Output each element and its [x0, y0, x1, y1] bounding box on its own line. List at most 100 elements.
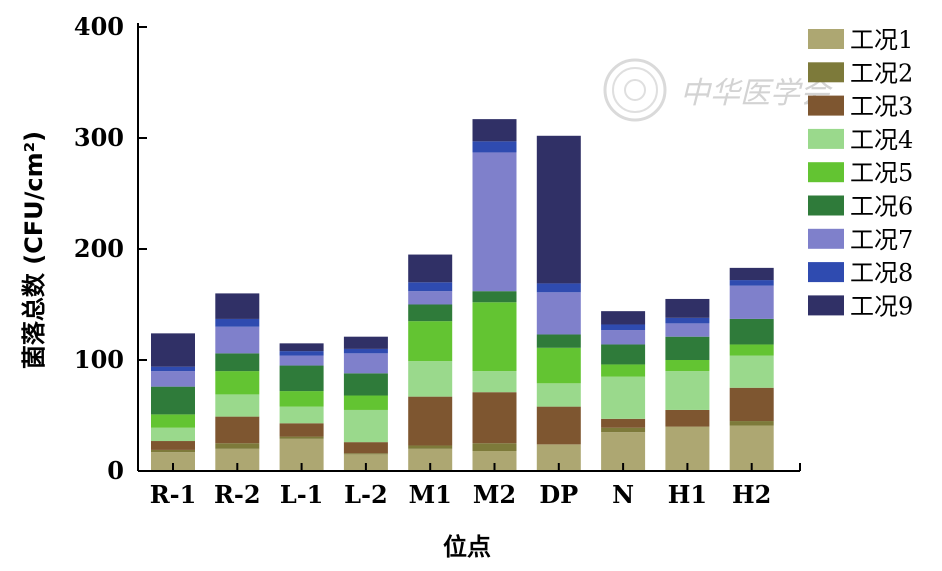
- x-tick-label: R-2: [214, 480, 261, 509]
- bar-segment-H1-工况9: [665, 298, 710, 318]
- legend-swatch: [808, 95, 844, 116]
- bar-segment-H2-工况8: [729, 280, 774, 286]
- bar-segment-R-2-工况1: [215, 448, 260, 471]
- bar-segment-N-工况8: [601, 324, 646, 331]
- bar-segment-R-1-工况1: [151, 452, 195, 471]
- bar-segment-R-2-工况5: [215, 371, 260, 395]
- bar-segment-M1-工况7: [408, 291, 453, 305]
- bar-segment-M1-工况9: [408, 254, 453, 283]
- bar-segment-M2-工况9: [472, 119, 517, 142]
- y-axis-title: 菌落总数 (CFU/cm²): [20, 131, 48, 369]
- bar-segment-M2-工况5: [472, 302, 517, 372]
- legend-label: 工况8: [850, 259, 913, 287]
- bar-segment-L-1-工况7: [279, 355, 324, 366]
- bar-segment-N-工况3: [601, 418, 646, 428]
- bar-segment-H2-工况3: [729, 387, 774, 422]
- bar-segment-R-1-工况5: [151, 414, 195, 428]
- bar-segment-L-2-工况9: [343, 336, 388, 349]
- bar-segment-R-2-工况4: [215, 394, 260, 417]
- bar-segment-M1-工况5: [408, 321, 453, 362]
- bar-segment-R-1-工况6: [151, 386, 195, 415]
- bar-segment-H2-工况2: [729, 421, 774, 426]
- bar-segment-L-1-工况3: [279, 423, 324, 437]
- bar-segment-L-1-工况9: [279, 343, 324, 352]
- bar-segment-R-2-工况2: [215, 443, 260, 449]
- bar-segment-R-2-工况3: [215, 416, 260, 444]
- bar-segment-DP-工况7: [536, 292, 581, 335]
- bar-segment-R-1-工况2: [151, 449, 195, 453]
- legend-swatch: [808, 162, 844, 183]
- bar-segment-L-2-工况3: [343, 442, 388, 454]
- bar-segment-R-1-工况8: [151, 366, 195, 372]
- bar-segment-DP-工况4: [536, 383, 581, 407]
- bar-segment-M2-工况2: [472, 443, 517, 452]
- bar-segment-R-1-工况3: [151, 441, 195, 450]
- bar-segment-H2-工况5: [729, 344, 774, 356]
- bar-segment-DP-工况8: [536, 283, 581, 293]
- bar-segment-L-2-工况7: [343, 353, 388, 374]
- bar-segment-H2-工况7: [729, 285, 774, 319]
- y-tick-label: 100: [74, 345, 124, 374]
- legend-label: 工况2: [850, 59, 913, 87]
- bar-segment-R-2-工况7: [215, 326, 260, 354]
- legend-label: 工况4: [850, 126, 913, 154]
- bar-segment-R-2-工况9: [215, 293, 260, 319]
- bar-segment-L-1-工况6: [279, 365, 324, 392]
- x-axis-title: 位点: [443, 533, 491, 561]
- bar-segment-M2-工况6: [472, 291, 517, 303]
- bar-segment-L-1-工况2: [279, 436, 324, 439]
- bar-segment-R-2-工况6: [215, 353, 260, 372]
- bar-segment-M2-工况7: [472, 152, 517, 292]
- bar-segment-N-工况2: [601, 427, 646, 433]
- legend-swatch: [808, 295, 844, 316]
- bar-segment-H1-工况5: [665, 360, 710, 372]
- bar-segment-L-1-工况5: [279, 391, 324, 407]
- legend: 工况1 工况2 工况3 工况4 工况5 工况6 工况7 工况8 工况9: [808, 26, 913, 320]
- bar-segment-H2-工况4: [729, 355, 774, 388]
- legend-swatch: [808, 128, 844, 149]
- bar-segment-L-2-工况1: [343, 454, 388, 471]
- bar-segment-N-工况5: [601, 364, 646, 377]
- bar-segment-N-工况4: [601, 376, 646, 419]
- legend-swatch: [808, 262, 844, 283]
- bar-segment-M2-工况1: [472, 451, 517, 471]
- legend-label: 工况1: [850, 26, 913, 54]
- bar-segment-L-2-工况4: [343, 409, 388, 443]
- bar-segment-DP-工况6: [536, 334, 581, 348]
- legend-label: 工况9: [850, 292, 913, 320]
- legend-label: 工况5: [850, 159, 913, 187]
- bar-segment-L-1-工况8: [279, 351, 324, 356]
- y-tick-label: 0: [107, 456, 124, 485]
- x-tick-label: H1: [668, 480, 707, 509]
- bar-segment-H1-工况3: [665, 409, 710, 427]
- bar-segment-R-2-工况8: [215, 318, 260, 327]
- legend-label: 工况3: [850, 93, 913, 121]
- bar-segment-R-1-工况9: [151, 333, 195, 367]
- bar-segment-H2-工况9: [729, 267, 774, 281]
- x-tick-label: L-1: [280, 480, 324, 509]
- bar-segment-L-1-工况4: [279, 406, 324, 424]
- bar-segment-M1-工况8: [408, 282, 453, 292]
- legend-label: 工况6: [850, 193, 913, 221]
- bars: [151, 119, 774, 471]
- legend-swatch: [808, 29, 844, 49]
- bar-segment-DP-工况5: [536, 347, 581, 384]
- watermark-text: 中华医学会: [680, 76, 833, 111]
- bar-segment-H1-工况8: [665, 317, 710, 324]
- bar-segment-L-2-工况6: [343, 373, 388, 396]
- x-tick-label: M2: [473, 480, 516, 509]
- x-tick-label: H2: [732, 480, 771, 509]
- bar-segment-H1-工况4: [665, 371, 710, 410]
- bar-segment-R-1-工况7: [151, 371, 195, 387]
- bar-segment-M1-工况2: [408, 445, 453, 449]
- watermark: 中华医学会: [603, 58, 833, 122]
- bar-segment-N-工况9: [601, 311, 646, 325]
- legend-label: 工况7: [850, 226, 913, 254]
- bar-segment-L-2-工况8: [343, 348, 388, 354]
- y-tick-label: 200: [74, 234, 124, 263]
- y-tick-label: 400: [74, 12, 124, 41]
- legend-swatch: [808, 228, 844, 249]
- x-tick-label: DP: [539, 480, 578, 509]
- bar-segment-M2-工况3: [472, 392, 517, 444]
- bar-segment-M2-工况4: [472, 371, 517, 393]
